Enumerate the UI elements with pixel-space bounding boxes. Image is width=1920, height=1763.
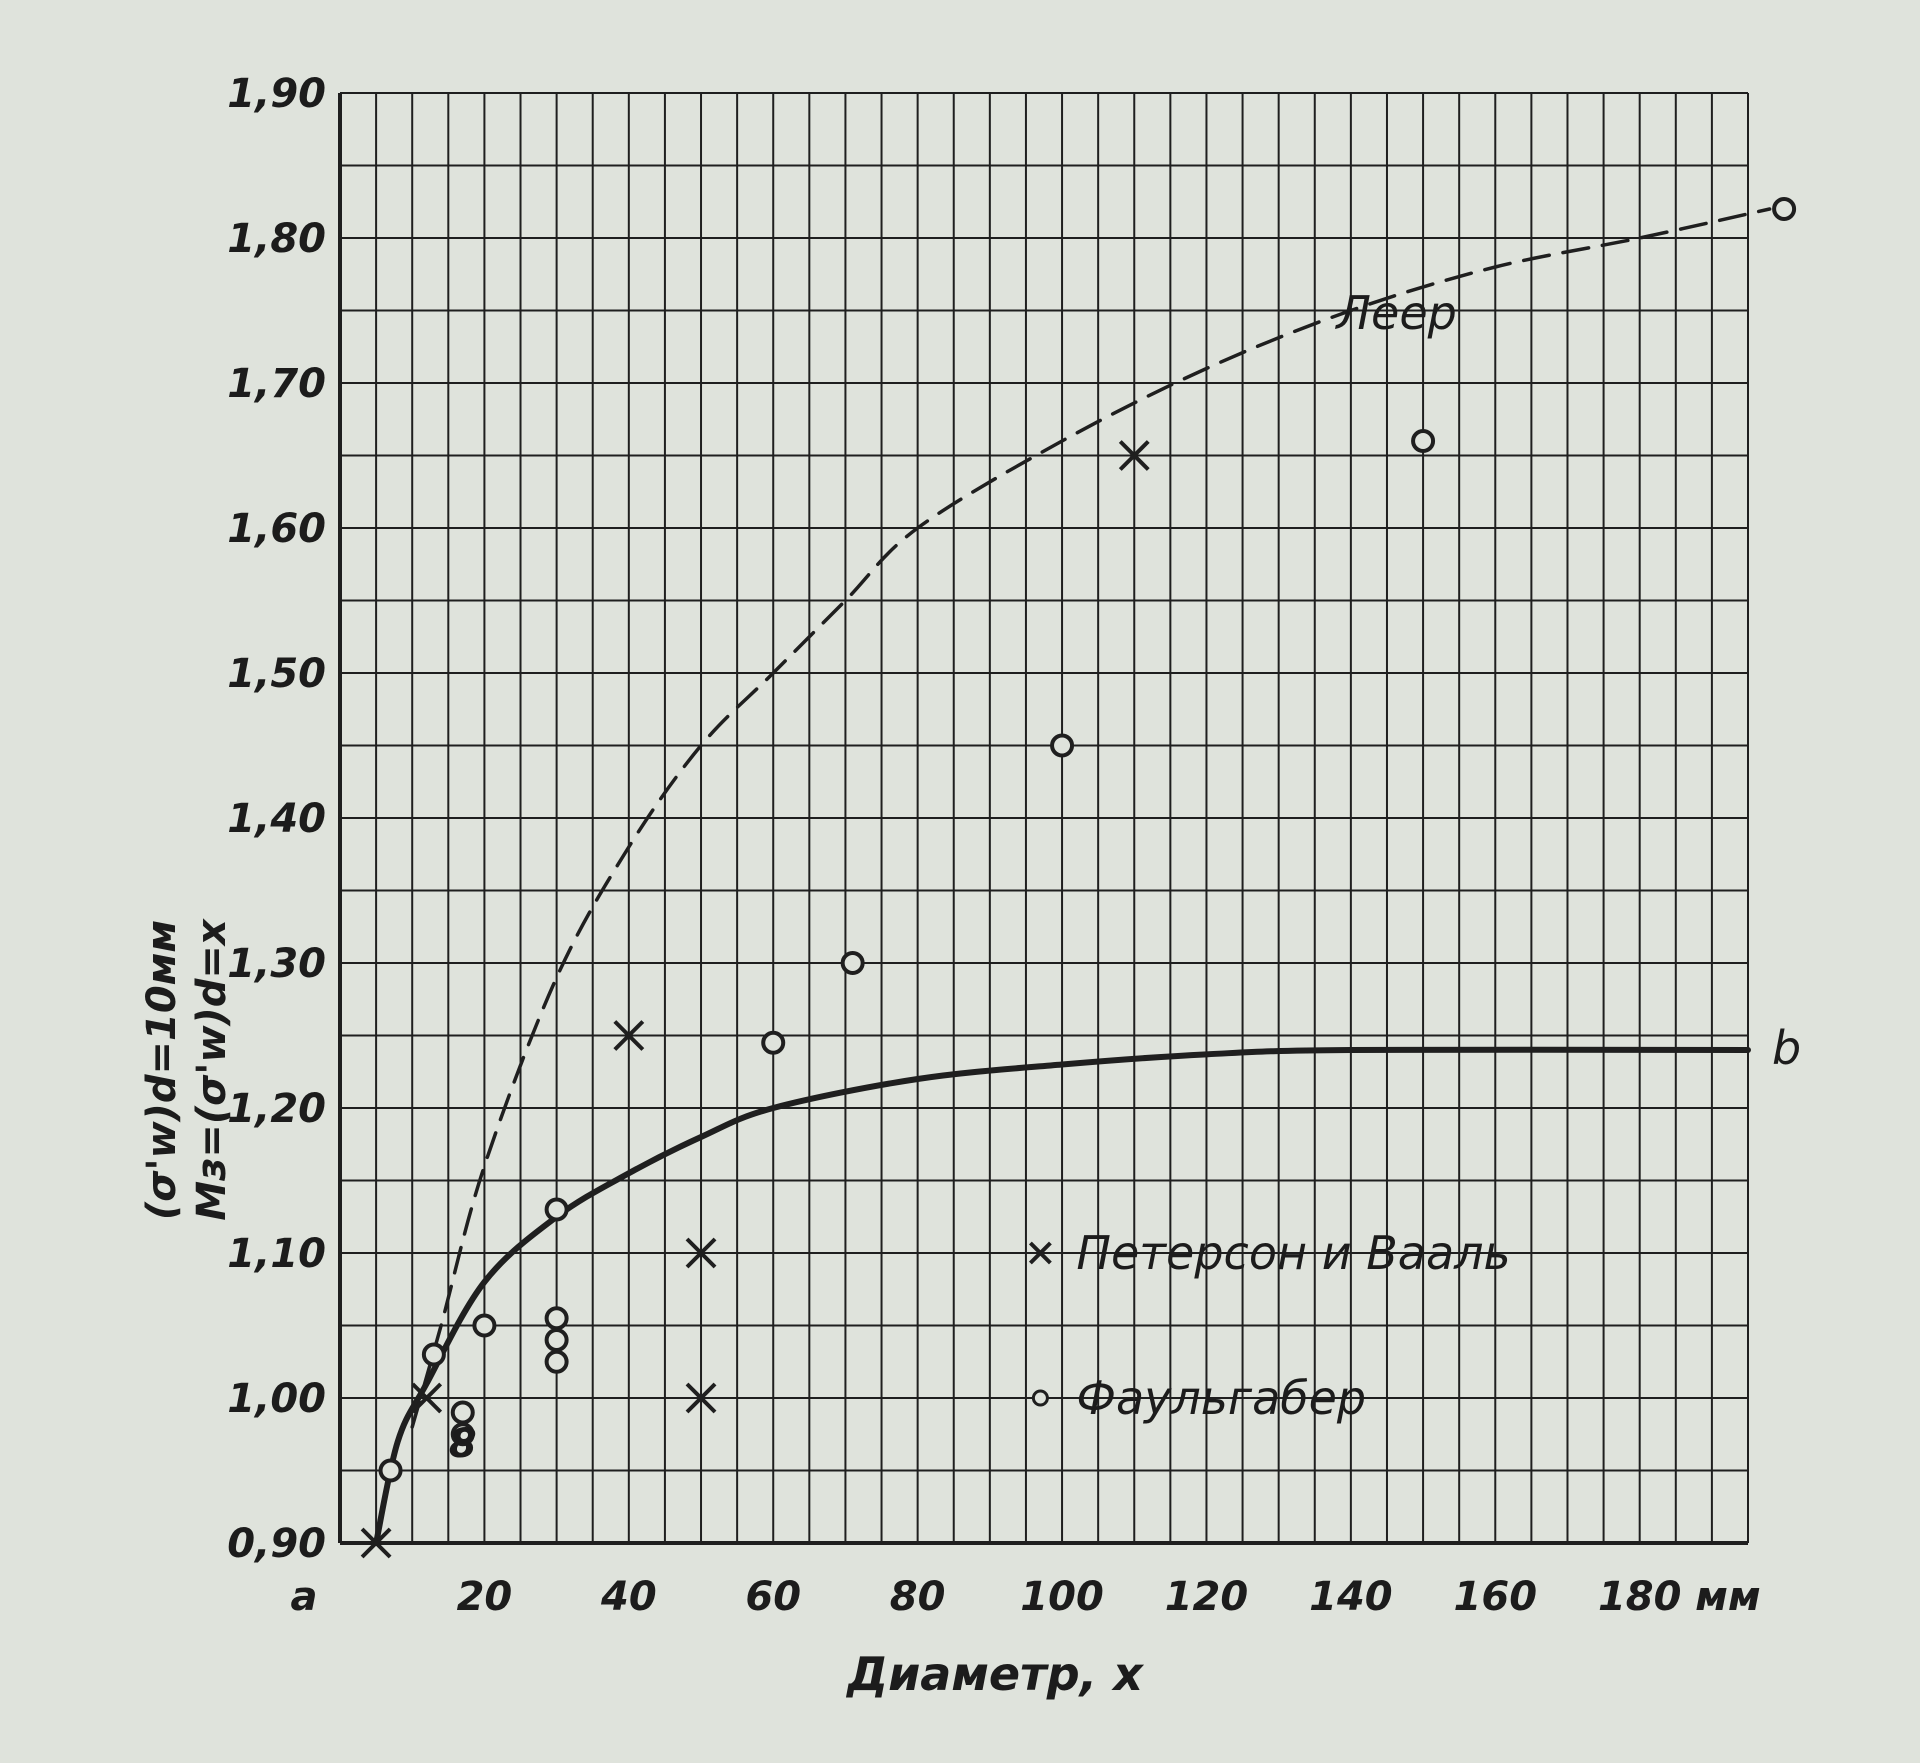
point-peterson-waal	[411, 1382, 443, 1414]
x-tick-label: 180	[1598, 1574, 1682, 1620]
point-mark-stroke	[1118, 440, 1150, 471]
y-tick-label: 1,50	[227, 651, 326, 697]
data-points: 8	[360, 197, 1797, 1559]
legend-label: Фаульгабер	[1076, 1371, 1366, 1425]
y-tick-label: 1,90	[227, 71, 326, 117]
point-faulhaber	[472, 1313, 497, 1338]
y-tick-label: 1,40	[227, 796, 326, 842]
y-tick-label: 1,30	[227, 941, 326, 987]
point-faulhaber	[840, 951, 865, 975]
curve-label-b: b	[1772, 1021, 1801, 1075]
point-faulhaber	[1772, 197, 1797, 221]
legend-item: Фаульгабер	[1031, 1371, 1366, 1425]
x-tick-label: 20	[457, 1574, 513, 1620]
annotation-text: 8	[449, 1421, 477, 1467]
y-tick-label: 1,70	[227, 361, 326, 407]
legend-marker-x	[1028, 1241, 1052, 1265]
legend-marker-o	[1031, 1389, 1049, 1407]
legend: Петерсон и Вааль Фаульгабер	[1028, 1226, 1511, 1425]
y-tick-label: 1,20	[227, 1086, 326, 1132]
legend-item: Петерсон и Вааль	[1028, 1226, 1511, 1280]
grid	[338, 92, 1749, 1545]
point-faulhaber	[544, 1328, 569, 1352]
y-tick-label: 1,00	[227, 1376, 326, 1422]
y-axis-title: (σ'w)d=10мм Mз=(σ'w)d=x	[139, 918, 235, 1221]
point-mark-stroke	[411, 1382, 443, 1414]
point-faulhaber	[1050, 733, 1075, 758]
y-axis-title-line-1: (σ'w)d=10мм	[139, 920, 185, 1220]
x-axis-unit: мм	[1695, 1574, 1760, 1620]
point-faulhaber	[450, 1400, 475, 1425]
y-tick-label: 1,10	[227, 1231, 326, 1277]
curve-label-leer: Леер	[1334, 286, 1456, 340]
y-tick-label: 0,90	[227, 1521, 326, 1567]
point-mark-stroke	[685, 1237, 717, 1269]
point-mark-stroke	[685, 1382, 717, 1414]
x-tick-label: 140	[1309, 1574, 1393, 1620]
point-peterson-waal	[613, 1020, 645, 1051]
point-faulhaber	[544, 1197, 569, 1222]
point-peterson-waal	[360, 1527, 392, 1559]
point-faulhaber	[544, 1349, 569, 1374]
point-faulhaber	[450, 1422, 475, 1447]
point-mark-stroke	[360, 1527, 392, 1559]
point-peterson-waal	[1118, 440, 1150, 471]
point-faulhaber	[1411, 429, 1436, 453]
curve-leer-dashed	[410, 207, 1772, 1429]
x-tick-label: 60	[745, 1574, 801, 1620]
point-mark-stroke	[613, 1020, 645, 1051]
point-faulhaber	[378, 1458, 403, 1483]
y-axis-title-line-2: Mз=(σ'w)d=x	[189, 918, 235, 1221]
x-axis-title: Диаметр, x	[845, 1647, 1144, 1701]
point-peterson-waal	[685, 1237, 717, 1269]
point-faulhaber	[761, 1030, 786, 1055]
point-faulhaber	[421, 1342, 446, 1367]
x-tick-label: 80	[890, 1574, 946, 1620]
y-tick-label: 1,80	[227, 216, 326, 262]
x-tick-label: 120	[1165, 1574, 1249, 1620]
y-tick-label: 1,60	[227, 506, 326, 552]
x-tick-label: 160	[1454, 1574, 1538, 1620]
x-tick-label: a	[291, 1574, 318, 1620]
point-peterson-waal	[685, 1382, 717, 1414]
legend-label: Петерсон и Вааль	[1076, 1226, 1510, 1280]
x-tick-label: 40	[600, 1574, 657, 1620]
x-tick-label: 100	[1020, 1574, 1104, 1620]
tick-labels: a 20 40 60 80 100 120 140 160 180 0,90 1,00 1,10 1,20…	[227, 71, 1681, 1620]
point-faulhaber	[544, 1306, 569, 1331]
